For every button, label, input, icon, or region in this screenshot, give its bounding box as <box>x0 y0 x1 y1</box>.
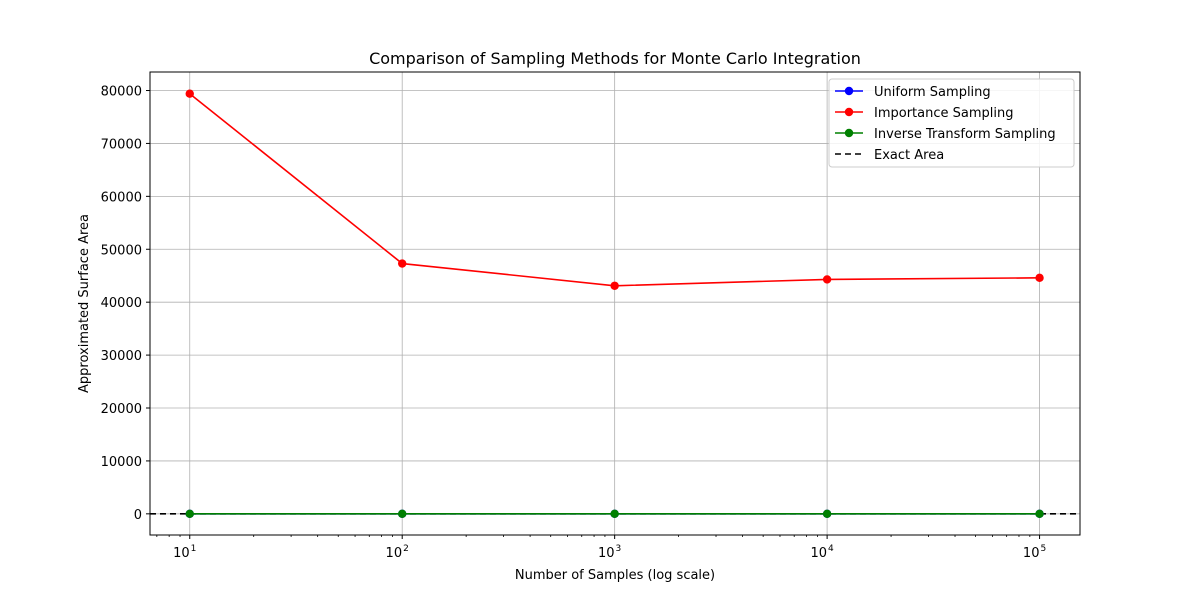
legend-marker <box>844 128 854 138</box>
tick-layer: 101 102 103 104 105 0 10000 20000 30000 40000 5000… <box>101 85 1047 561</box>
y-tick-label: 0 <box>134 508 142 523</box>
y-tick-label: 70000 <box>101 137 142 152</box>
x-tick-label: 104 <box>810 544 834 561</box>
data-point <box>185 509 194 519</box>
data-point <box>610 281 619 290</box>
x-tick-label: 105 <box>1023 544 1046 561</box>
y-tick-label: 10000 <box>101 455 142 470</box>
y-tick-label: 80000 <box>101 85 142 100</box>
data-point <box>398 509 407 519</box>
y-tick-label: 40000 <box>101 296 142 311</box>
legend-label: Exact Area <box>874 148 944 163</box>
legend-label: Importance Sampling <box>874 106 1013 121</box>
data-point <box>1035 509 1044 519</box>
data-point <box>610 509 619 519</box>
legend-item: Exact Area <box>835 148 944 163</box>
data-point <box>398 259 407 268</box>
data-point <box>822 509 832 519</box>
chart-title: Comparison of Sampling Methods for Monte… <box>369 49 861 68</box>
y-axis-label: Approximated Surface Area <box>77 214 92 393</box>
minor-tick-layer <box>156 535 1031 537</box>
legend-label: Inverse Transform Sampling <box>874 127 1056 142</box>
legend-label: Uniform Sampling <box>874 85 991 100</box>
series-layer <box>185 89 1044 519</box>
y-tick-label: 50000 <box>101 243 142 258</box>
data-point <box>185 89 194 98</box>
legend-item: Inverse Transform Sampling <box>835 127 1056 142</box>
legend-marker <box>844 107 854 117</box>
legend-item: Uniform Sampling <box>835 85 991 100</box>
x-tick-label: 102 <box>386 544 409 561</box>
y-tick-label: 30000 <box>101 349 142 364</box>
x-tick-label: 103 <box>598 544 621 561</box>
legend-box <box>828 78 1075 168</box>
data-point <box>1035 273 1044 283</box>
data-point <box>822 275 832 284</box>
y-tick-label: 60000 <box>101 190 142 205</box>
y-tick-label: 20000 <box>101 402 142 417</box>
legend: Uniform Sampling Importance Sampling Inver… <box>828 78 1075 168</box>
x-tick-label: 101 <box>173 544 196 561</box>
series-3 <box>185 509 1044 519</box>
x-axis-label: Number of Samples (log scale) <box>515 568 715 583</box>
series-2 <box>185 89 1044 290</box>
legend-item: Importance Sampling <box>835 106 1013 121</box>
legend-marker <box>844 86 854 96</box>
